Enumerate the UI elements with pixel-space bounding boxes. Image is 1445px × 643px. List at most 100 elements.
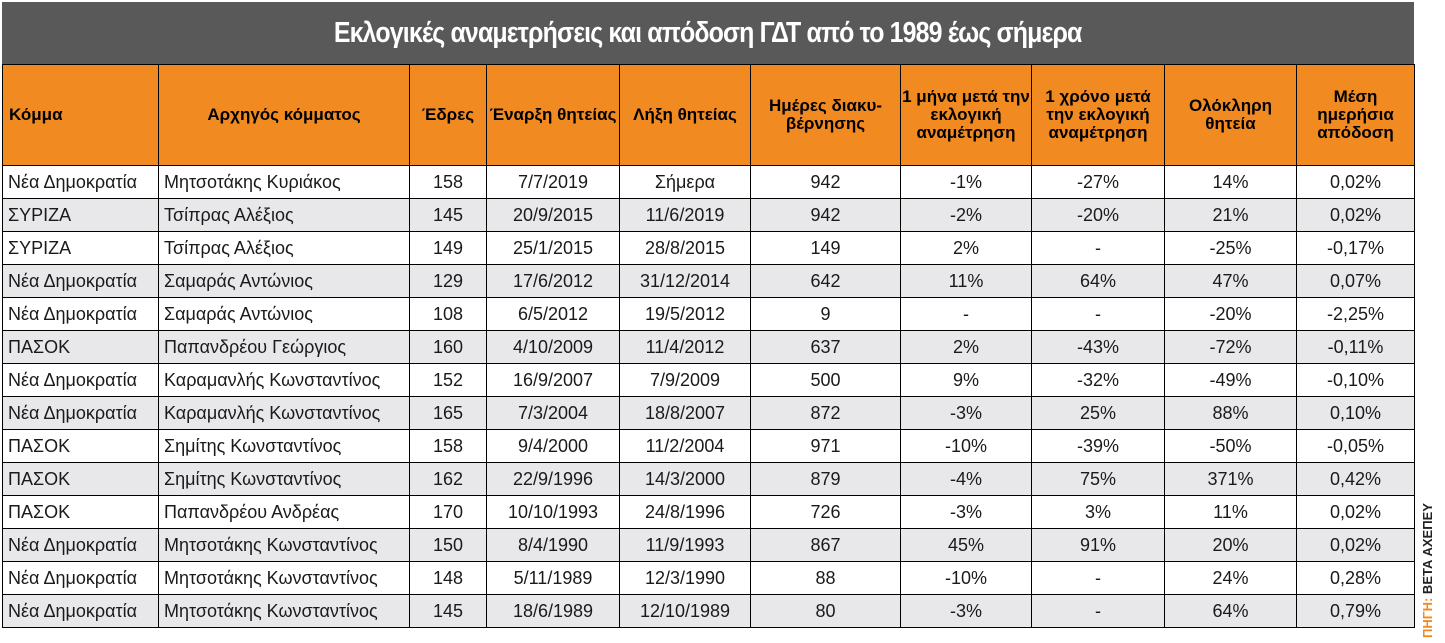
cell-daily-avg: -0,17% (1296, 231, 1415, 265)
cell-daily-avg: 0,02% (1296, 165, 1415, 199)
cell-daily-avg: 0,42% (1296, 462, 1415, 496)
cell-full-term: 47% (1164, 264, 1297, 298)
cell-term-start: 25/1/2015 (486, 231, 620, 265)
cell-party: Νέα Δημοκρατία (2, 264, 159, 298)
cell-days: 9 (750, 297, 901, 331)
cell-days: 500 (750, 363, 901, 397)
cell-leader: Μητσοτάκης Κωνσταντίνος (158, 594, 410, 628)
cell-full-term: -20% (1164, 297, 1297, 331)
cell-1-month: - (900, 297, 1032, 331)
cell-full-term: 24% (1164, 561, 1297, 595)
cell-party: Νέα Δημοκρατία (2, 528, 159, 562)
cell-seats: 145 (409, 198, 487, 232)
cell-1-year: -32% (1031, 363, 1165, 397)
cell-leader: Μητσοτάκης Κυριάκος (158, 165, 410, 199)
table-row: Νέα Δημοκρατία Σαμαράς Αντώνιος 108 6/5/201… (2, 297, 1415, 331)
cell-daily-avg: -0,11% (1296, 330, 1415, 364)
cell-days: 637 (750, 330, 901, 364)
cell-leader: Τσίπρας Αλέξιος (158, 198, 410, 232)
table-row: ΠΑΣΟΚ Παπανδρέου Ανδρέας 170 10/10/1993 24/8… (2, 495, 1415, 529)
cell-daily-avg: 0,07% (1296, 264, 1415, 298)
election-table: Κόμμα Αρχηγός κόμματος Έδρες Έναρξη θητε… (2, 64, 1415, 628)
cell-1-year: - (1031, 231, 1165, 265)
cell-daily-avg: 0,02% (1296, 198, 1415, 232)
cell-daily-avg: -0,10% (1296, 363, 1415, 397)
cell-leader: Σημίτης Κωνσταντίνος (158, 462, 410, 496)
cell-term-end: 11/9/1993 (619, 528, 751, 562)
cell-full-term: 64% (1164, 594, 1297, 628)
cell-leader: Σαμαράς Αντώνιος (158, 297, 410, 331)
cell-full-term: -25% (1164, 231, 1297, 265)
table-row: ΠΑΣΟΚ Παπανδρέου Γεώργιος 160 4/10/2009 11/4… (2, 330, 1415, 364)
cell-term-end: 12/10/1989 (619, 594, 751, 628)
cell-seats: 145 (409, 594, 487, 628)
cell-term-end: 28/8/2015 (619, 231, 751, 265)
cell-1-month: -4% (900, 462, 1032, 496)
header-row: Κόμμα Αρχηγός κόμματος Έδρες Έναρξη θητε… (2, 64, 1415, 166)
cell-1-month: 2% (900, 231, 1032, 265)
table-title-text: Εκλογικές αναμετρήσεις και απόδοση ΓΔΤ α… (334, 16, 1083, 49)
cell-leader: Παπανδρέου Ανδρέας (158, 495, 410, 529)
cell-1-month: -2% (900, 198, 1032, 232)
table-row: ΠΑΣΟΚ Σημίτης Κωνσταντίνος 158 9/4/2000 11/2… (2, 429, 1415, 463)
cell-1-month: 9% (900, 363, 1032, 397)
table-row: ΣΥΡΙΖΑ Τσίπρας Αλέξιος 145 20/9/2015 11/6/20… (2, 198, 1415, 232)
cell-full-term: 21% (1164, 198, 1297, 232)
cell-term-start: 7/7/2019 (486, 165, 620, 199)
cell-term-end: 31/12/2014 (619, 264, 751, 298)
cell-term-start: 22/9/1996 (486, 462, 620, 496)
cell-term-end: 24/8/1996 (619, 495, 751, 529)
cell-seats: 165 (409, 396, 487, 430)
cell-seats: 162 (409, 462, 487, 496)
cell-term-start: 8/4/1990 (486, 528, 620, 562)
cell-party: ΠΑΣΟΚ (2, 462, 159, 496)
cell-1-year: 25% (1031, 396, 1165, 430)
cell-full-term: 11% (1164, 495, 1297, 529)
cell-term-end: 18/8/2007 (619, 396, 751, 430)
cell-days: 642 (750, 264, 901, 298)
header-party: Κόμμα (2, 64, 159, 166)
cell-seats: 158 (409, 429, 487, 463)
cell-party: ΣΥΡΙΖΑ (2, 198, 159, 232)
cell-term-end: 11/6/2019 (619, 198, 751, 232)
cell-1-year: 91% (1031, 528, 1165, 562)
table-row: Νέα Δημοκρατία Καραμανλής Κωνσταντίνος 152… (2, 363, 1415, 397)
cell-1-year: -39% (1031, 429, 1165, 463)
cell-leader: Σαμαράς Αντώνιος (158, 264, 410, 298)
cell-party: Νέα Δημοκρατία (2, 561, 159, 595)
table-row: Νέα Δημοκρατία Καραμανλής Κωνσταντίνος 165… (2, 396, 1415, 430)
cell-seats: 170 (409, 495, 487, 529)
cell-leader: Καραμανλής Κωνσταντίνος (158, 396, 410, 430)
cell-days: 879 (750, 462, 901, 496)
cell-seats: 152 (409, 363, 487, 397)
cell-seats: 108 (409, 297, 487, 331)
cell-seats: 148 (409, 561, 487, 595)
cell-1-month: 11% (900, 264, 1032, 298)
cell-term-end: 14/3/2000 (619, 462, 751, 496)
cell-1-year: -27% (1031, 165, 1165, 199)
cell-term-start: 10/10/1993 (486, 495, 620, 529)
source-value: ΒΕΤΑ ΑΧΕΠΕΥ (1420, 503, 1435, 595)
cell-term-end: 12/3/1990 (619, 561, 751, 595)
cell-1-month: 2% (900, 330, 1032, 364)
cell-party: Νέα Δημοκρατία (2, 396, 159, 430)
header-term-start: Έναρξη θητείας (486, 64, 620, 166)
cell-full-term: -49% (1164, 363, 1297, 397)
cell-leader: Τσίπρας Αλέξιος (158, 231, 410, 265)
cell-term-start: 6/5/2012 (486, 297, 620, 331)
cell-daily-avg: 0,02% (1296, 528, 1415, 562)
cell-days: 149 (750, 231, 901, 265)
cell-1-year: - (1031, 594, 1165, 628)
cell-1-month: -3% (900, 396, 1032, 430)
cell-term-end: 11/4/2012 (619, 330, 751, 364)
table-row: ΣΥΡΙΖΑ Τσίπρας Αλέξιος 149 25/1/2015 28/8/20… (2, 231, 1415, 265)
cell-party: ΠΑΣΟΚ (2, 429, 159, 463)
cell-leader: Μητσοτάκης Κωνσταντίνος (158, 561, 410, 595)
cell-term-end: 19/5/2012 (619, 297, 751, 331)
cell-days: 80 (750, 594, 901, 628)
header-1-month: 1 μήνα μετά την εκλογική αναμέτρηση (900, 64, 1032, 166)
cell-leader: Σημίτης Κωνσταντίνος (158, 429, 410, 463)
cell-term-start: 9/4/2000 (486, 429, 620, 463)
source-note: ΠΗΓΗ: ΒΕΤΑ ΑΧΕΠΕΥ (1420, 503, 1435, 638)
header-1-year: 1 χρόνο μετά την εκλογική αναμέτρηση (1031, 64, 1165, 166)
